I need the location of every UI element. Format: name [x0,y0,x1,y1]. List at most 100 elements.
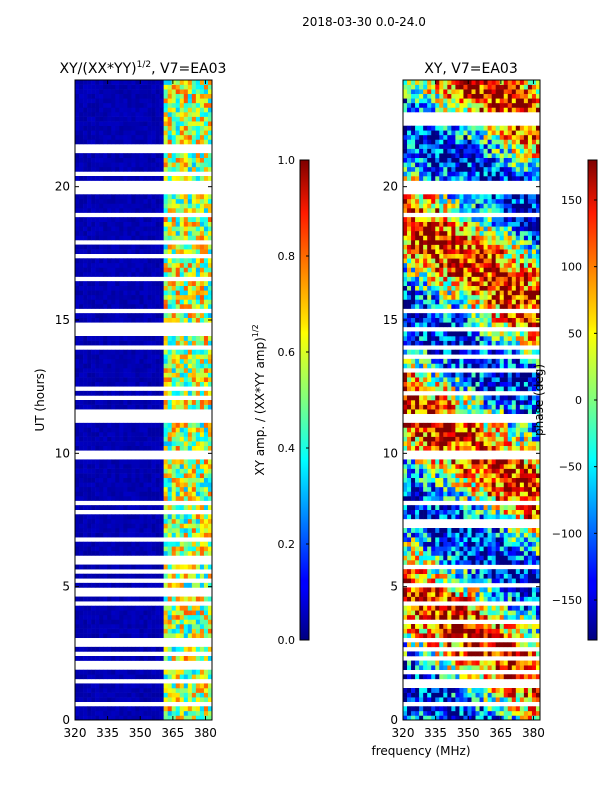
heatmap-cell [187,198,193,204]
heatmap-cell [403,468,408,474]
heatmap-cell [115,697,120,703]
heatmap-cell [91,153,96,159]
heatmap-cell [515,596,521,602]
heatmap-cell [147,390,152,396]
heatmap-cell [535,710,540,716]
heatmap-cell [203,683,209,689]
heatmap-cell [171,157,177,163]
heatmap-cell [487,660,492,666]
heatmap-cell [139,89,144,95]
heatmap-cell [123,528,128,533]
heatmap-cell [115,363,120,369]
heatmap-cell [91,258,96,264]
heatmap-cell [475,715,480,720]
heatmap-cell [131,496,136,501]
heatmap-cell [127,153,132,159]
heatmap-cell [455,587,460,593]
heatmap-cell [79,290,84,296]
heatmap-cell [515,468,521,474]
heatmap-cell [123,646,128,652]
heatmap-cell [199,400,205,405]
heatmap-cell [131,267,136,273]
heatmap-cell [507,665,513,671]
heatmap-cell [499,505,505,511]
heatmap-cell [79,198,84,204]
heatmap-cell [87,176,92,181]
heatmap-cell [459,578,464,584]
heatmap-cell [111,496,116,501]
heatmap-cell [135,176,140,181]
heatmap-cell [79,317,84,323]
heatmap-cell [467,477,472,483]
heatmap-cell [419,578,424,584]
heatmap-cell [187,230,193,236]
heatmap-cell [115,381,120,387]
heatmap-cell [463,578,468,584]
heatmap-cell [179,258,185,264]
heatmap-cell [423,710,428,716]
heatmap-cell [203,226,209,232]
heatmap-cell [135,564,140,570]
heatmap-cell [487,482,492,488]
heatmap-cell [151,464,156,469]
heatmap-cell [175,674,181,680]
heatmap-cell [143,596,148,602]
heatmap-cell [111,573,116,579]
heatmap-cell [207,706,212,712]
heatmap-cell [531,665,537,671]
heatmap-cell [207,221,212,227]
heatmap-cell [203,491,209,497]
heatmap-cell [159,491,164,497]
heatmap-cell [155,112,160,117]
heatmap-cell [111,290,116,296]
heatmap-cell [183,317,189,323]
heatmap-cell [451,710,456,716]
heatmap-cell [439,509,444,515]
heatmap-cell [131,441,136,447]
heatmap-cell [427,642,432,648]
heatmap-cell [499,496,505,501]
heatmap-cell [75,715,80,720]
heatmap-cell [139,473,144,479]
heatmap-cell [199,121,205,127]
heatmap-cell [195,596,201,602]
heatmap-cell [435,660,440,666]
heatmap-cell [127,358,132,364]
heatmap-cell [95,107,100,113]
heatmap-cell [495,633,501,639]
heatmap-cell [163,166,168,172]
heatmap-cell [187,294,193,300]
heatmap-cell [203,669,209,675]
heatmap-cell [179,683,185,689]
heatmap-cell [171,477,177,483]
heatmap-cell [163,267,168,273]
heatmap-cell [103,176,108,181]
heatmap-cell [155,317,160,323]
heatmap-cell [495,464,501,469]
heatmap-cell [75,267,80,273]
heatmap-cell [87,112,92,117]
heatmap-cell [531,624,537,629]
heatmap-cell [183,436,189,442]
heatmap-cell [143,514,148,520]
heatmap-cell [527,532,533,538]
heatmap-cell [99,267,104,273]
heatmap-cell [79,646,84,652]
heatmap-cell [455,715,460,720]
heatmap-cell [103,116,108,122]
heatmap-cell [507,624,513,629]
heatmap-cell [183,217,189,223]
heatmap-cell [159,688,164,693]
heatmap-cell [203,235,209,241]
heatmap-cell [83,404,88,410]
heatmap-cell [187,377,193,383]
heatmap-cell [183,377,189,383]
heatmap-cell [167,299,173,305]
heatmap-cell [507,505,513,511]
heatmap-cell [491,560,496,565]
heatmap-cell [447,624,452,629]
heatmap-cell [203,368,209,373]
heatmap-cell [179,646,185,652]
heatmap-cell [183,198,189,204]
